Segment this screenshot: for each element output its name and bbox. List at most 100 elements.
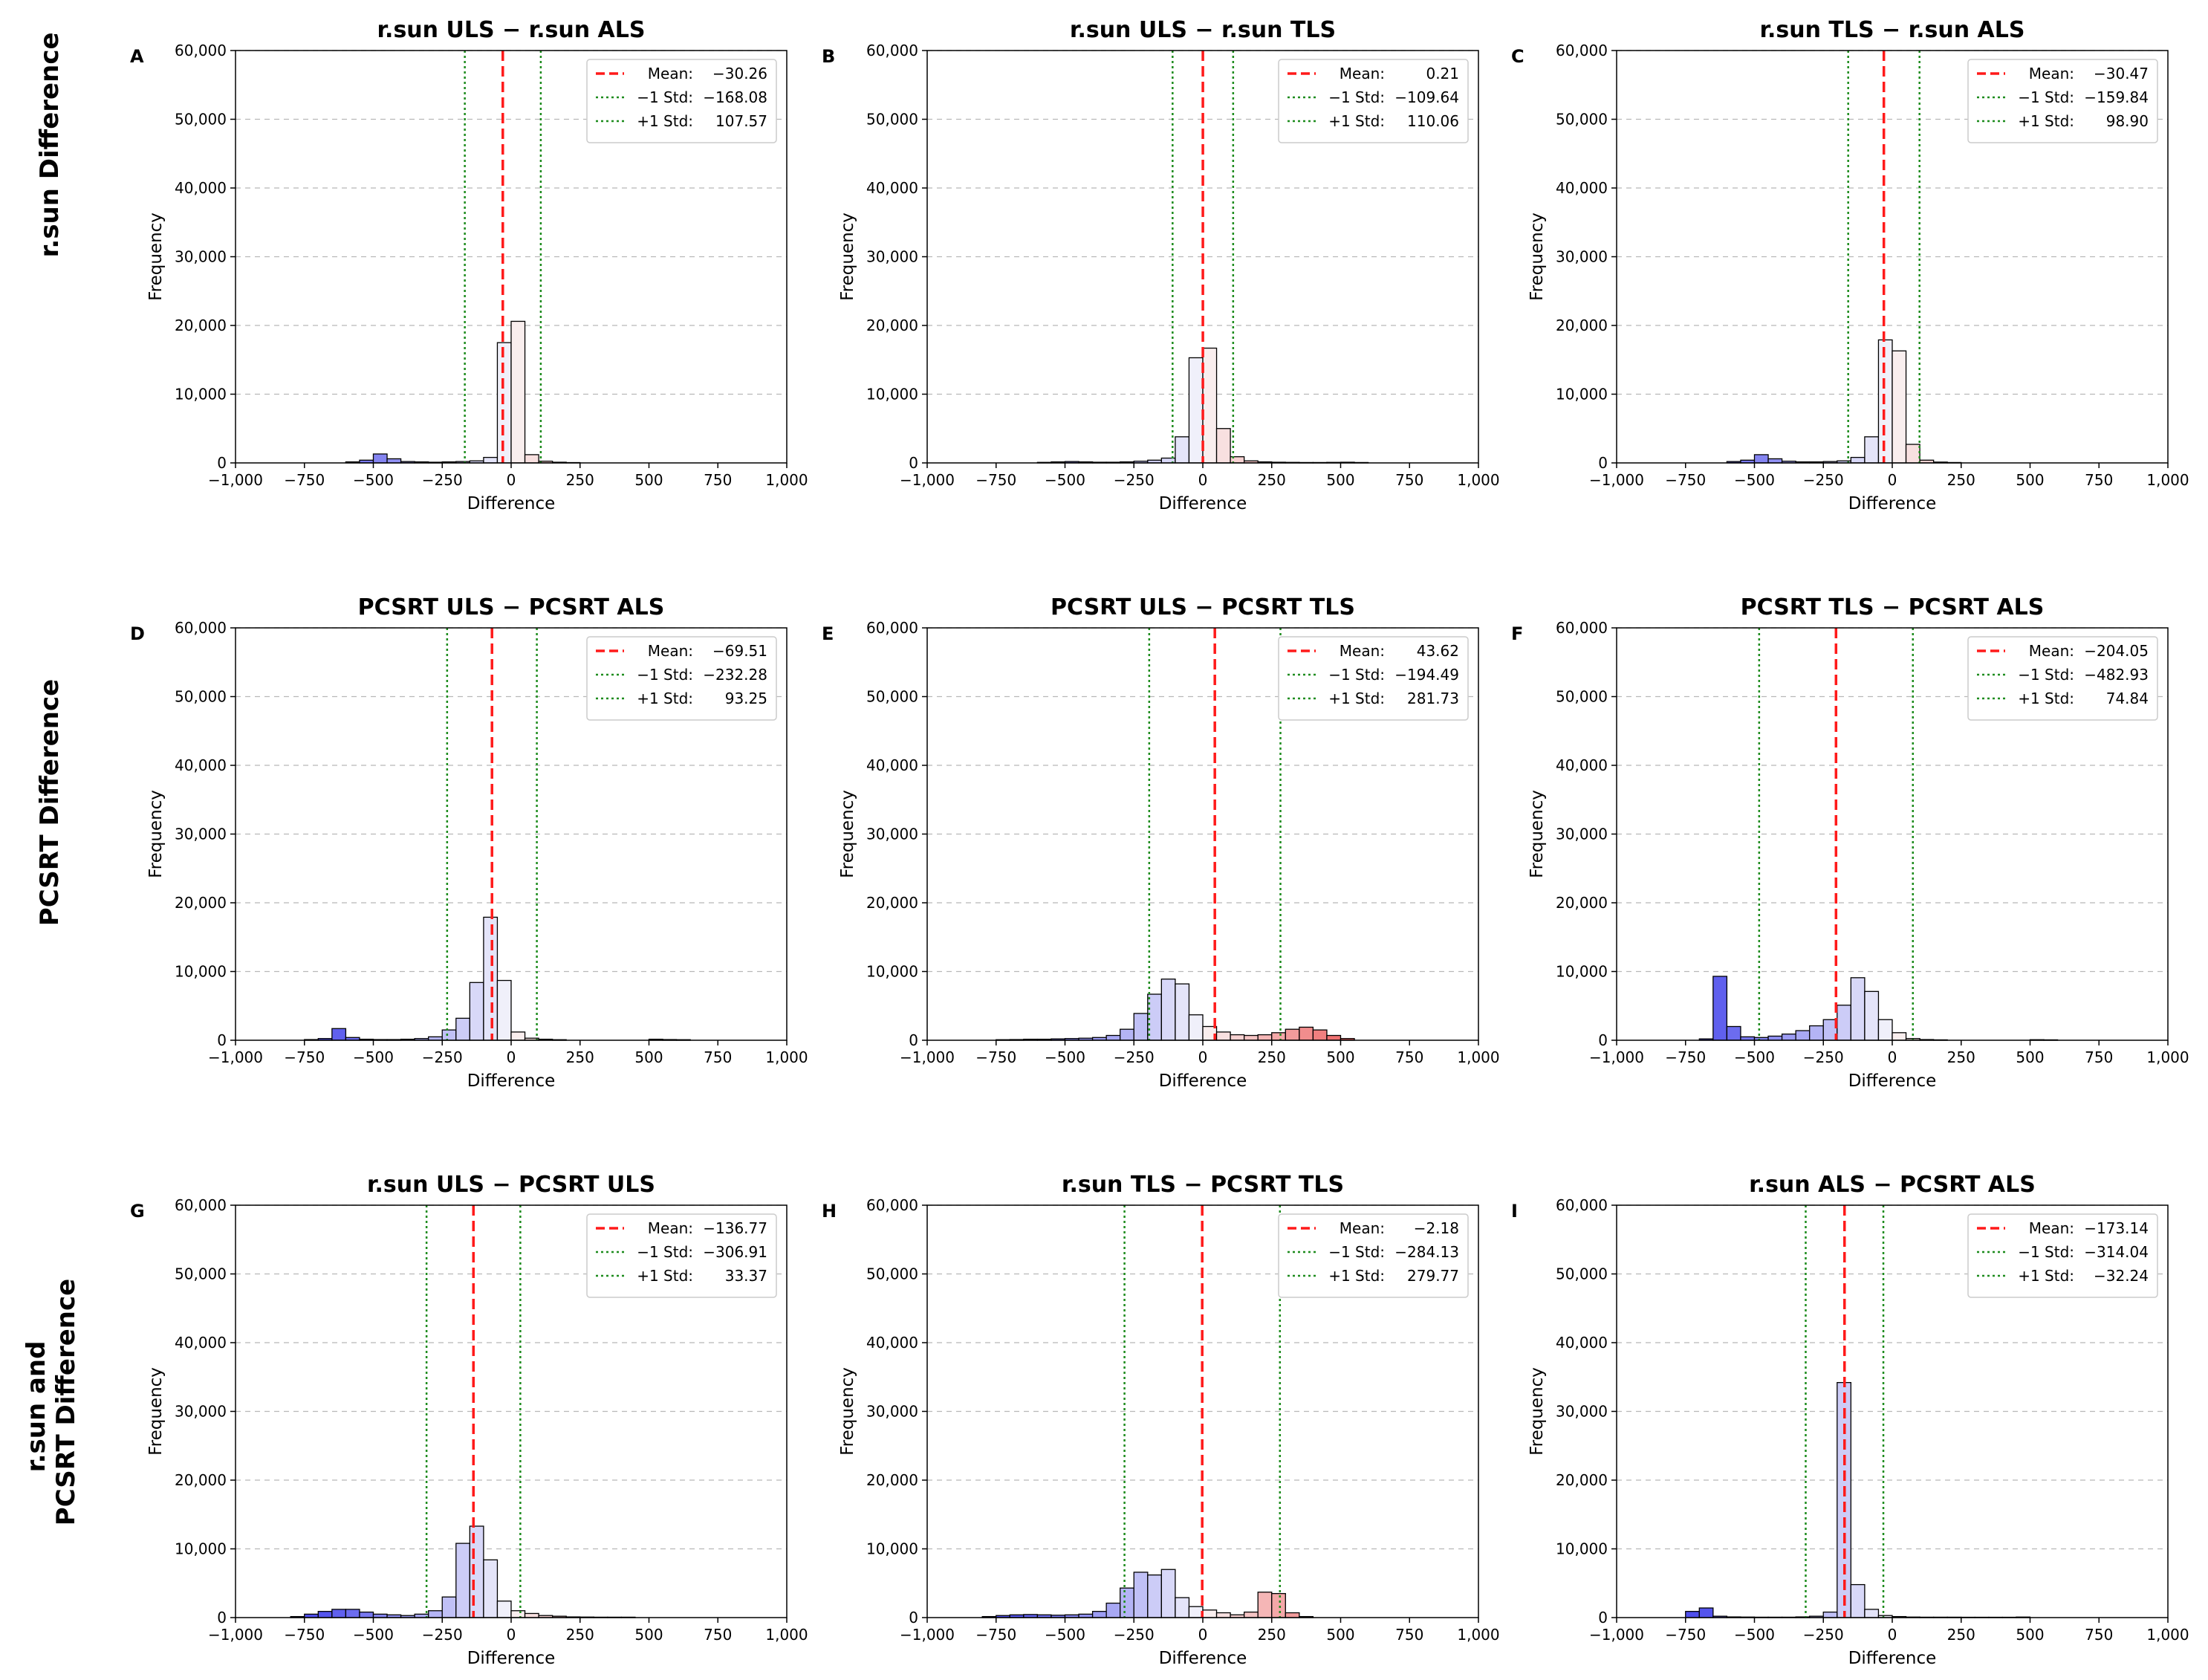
chart-title: PCSRT TLS − PCSRT ALS xyxy=(1741,594,2045,620)
y-axis-label: Frequency xyxy=(838,1367,857,1456)
histogram-bar xyxy=(1795,1030,1811,1041)
histogram-bar xyxy=(524,1612,539,1618)
x-tick-label: −750 xyxy=(975,1626,1016,1644)
histogram-bar xyxy=(1698,1607,1714,1618)
legend-label: −1 Std: xyxy=(1328,666,1385,684)
y-tick-label: 10,000 xyxy=(866,963,918,981)
x-tick-label: 250 xyxy=(1258,1048,1286,1066)
x-tick-label: 750 xyxy=(2085,1626,2113,1644)
y-tick-label: 60,000 xyxy=(866,1196,918,1214)
histogram-bar xyxy=(1215,1031,1231,1041)
histogram-bar xyxy=(524,454,539,464)
chart-panel-f: −1,000 −750 −500 −250 0 250 500 750 1,000 0 10,000… xyxy=(1511,594,2189,1091)
histogram-bar xyxy=(1257,1592,1273,1618)
row-label-rsun-pcsrt: r.sun and PCSRT Difference xyxy=(22,1279,81,1525)
panel-letter: F xyxy=(1511,623,1523,644)
y-tick-label: 30,000 xyxy=(1556,1403,1608,1421)
y-tick-label: 10,000 xyxy=(175,963,227,981)
x-tick-label: 1,000 xyxy=(765,1048,808,1066)
legend-label: +1 Std: xyxy=(1328,690,1385,707)
chart-panel-h: −1,000 −750 −500 −250 0 250 500 750 1,000 0 10,000… xyxy=(822,1172,1500,1668)
legend-value: 279.77 xyxy=(1407,1267,1459,1285)
histogram-bar xyxy=(455,1017,470,1041)
y-axis-label: Frequency xyxy=(146,213,166,301)
legend: Mean: −2.18 −1 Std: −284.13 +1 Std: 279.77 xyxy=(1278,1213,1469,1298)
legend-value: 43.62 xyxy=(1417,642,1459,660)
y-tick-label: 40,000 xyxy=(866,179,918,197)
legend-label: +1 Std: xyxy=(1328,112,1385,130)
legend: Mean: 0.21 −1 Std: −109.64 +1 Std: 110.06 xyxy=(1278,59,1469,143)
legend-value: 93.25 xyxy=(725,690,767,707)
y-tick-label: 50,000 xyxy=(175,111,227,129)
x-tick-label: 1,000 xyxy=(2146,1048,2189,1066)
histogram-bar xyxy=(510,320,526,464)
legend-value: −32.24 xyxy=(2094,1267,2149,1285)
x-tick-label: 500 xyxy=(634,1626,663,1644)
x-tick-label: −500 xyxy=(1045,1048,1085,1066)
histogram-bar xyxy=(1175,436,1190,464)
y-tick-label: 50,000 xyxy=(1556,688,1608,706)
histogram-bar xyxy=(428,1610,443,1618)
chart-title: r.sun ALS − PCSRT ALS xyxy=(1749,1172,2036,1198)
y-tick-label: 60,000 xyxy=(866,619,918,637)
x-axis-label: Difference xyxy=(467,1071,556,1091)
x-tick-label: 0 xyxy=(507,1626,516,1644)
x-tick-label: 1,000 xyxy=(765,1626,808,1644)
y-tick-label: 40,000 xyxy=(866,1334,918,1352)
histogram-bar xyxy=(441,1596,457,1618)
histogram-bar xyxy=(1877,339,1893,464)
legend-label: Mean: xyxy=(2029,1219,2074,1237)
y-tick-label: 40,000 xyxy=(175,179,227,197)
chart-title: PCSRT ULS − PCSRT ALS xyxy=(358,594,665,620)
x-tick-label: −250 xyxy=(1114,1048,1155,1066)
x-tick-label: −1,000 xyxy=(900,471,955,489)
histogram-bar xyxy=(1271,1032,1286,1041)
x-tick-label: −500 xyxy=(353,471,394,489)
y-tick-label: 50,000 xyxy=(866,111,918,129)
x-tick-label: −1,000 xyxy=(1589,471,1644,489)
x-tick-label: −1,000 xyxy=(1589,1048,1644,1066)
y-tick-label: 20,000 xyxy=(175,1471,227,1489)
x-axis-label: Difference xyxy=(1159,1071,1247,1091)
legend-value: −30.26 xyxy=(712,65,767,82)
chart-panel-g: −1,000 −750 −500 −250 0 250 500 750 1,000 0 10,000… xyxy=(130,1172,808,1668)
x-tick-label: −1,000 xyxy=(208,471,263,489)
y-tick-label: 20,000 xyxy=(1556,894,1608,912)
histogram-bar xyxy=(1312,1029,1328,1041)
legend-box xyxy=(586,59,777,143)
y-tick-label: 20,000 xyxy=(175,317,227,334)
histogram-bar xyxy=(1271,1592,1286,1618)
legend-label: +1 Std: xyxy=(2018,1267,2074,1285)
histogram-bar xyxy=(1091,1611,1107,1618)
histogram-bar xyxy=(455,1543,470,1618)
legend-label: −1 Std: xyxy=(2018,88,2074,106)
x-tick-label: 250 xyxy=(1947,1048,1975,1066)
y-tick-label: 10,000 xyxy=(175,1540,227,1558)
x-tick-label: −1,000 xyxy=(1589,1626,1644,1644)
histogram-bar xyxy=(1160,1569,1176,1618)
legend-box xyxy=(1967,1213,2158,1298)
y-axis-label: Frequency xyxy=(1527,790,1547,878)
x-tick-label: −250 xyxy=(422,1048,463,1066)
x-tick-label: −1,000 xyxy=(900,1626,955,1644)
legend-box xyxy=(586,636,777,721)
x-tick-label: 250 xyxy=(566,1048,594,1066)
x-tick-label: −500 xyxy=(1045,471,1085,489)
legend-label: +1 Std: xyxy=(2018,690,2074,707)
y-tick-label: 30,000 xyxy=(866,248,918,266)
legend-value: 74.84 xyxy=(2106,690,2149,707)
x-tick-label: 250 xyxy=(1947,471,1975,489)
histogram-bar xyxy=(1285,1612,1300,1618)
x-tick-label: 0 xyxy=(1888,1626,1897,1644)
y-tick-label: 60,000 xyxy=(175,42,227,59)
chart-panel-e: −1,000 −750 −500 −250 0 250 500 750 1,000 0 10,000… xyxy=(822,594,1500,1091)
legend-label: −1 Std: xyxy=(637,88,693,106)
histogram-bar xyxy=(1299,1026,1314,1041)
x-tick-label: 750 xyxy=(704,471,732,489)
legend-value: 281.73 xyxy=(1407,690,1459,707)
legend-value: −2.18 xyxy=(1414,1219,1459,1237)
x-tick-label: 500 xyxy=(634,471,663,489)
histogram-bar xyxy=(1257,1034,1273,1041)
x-tick-label: −250 xyxy=(1803,1626,1844,1644)
legend: Mean: −136.77 −1 Std: −306.91 +1 Std: 33.37 xyxy=(586,1213,777,1298)
